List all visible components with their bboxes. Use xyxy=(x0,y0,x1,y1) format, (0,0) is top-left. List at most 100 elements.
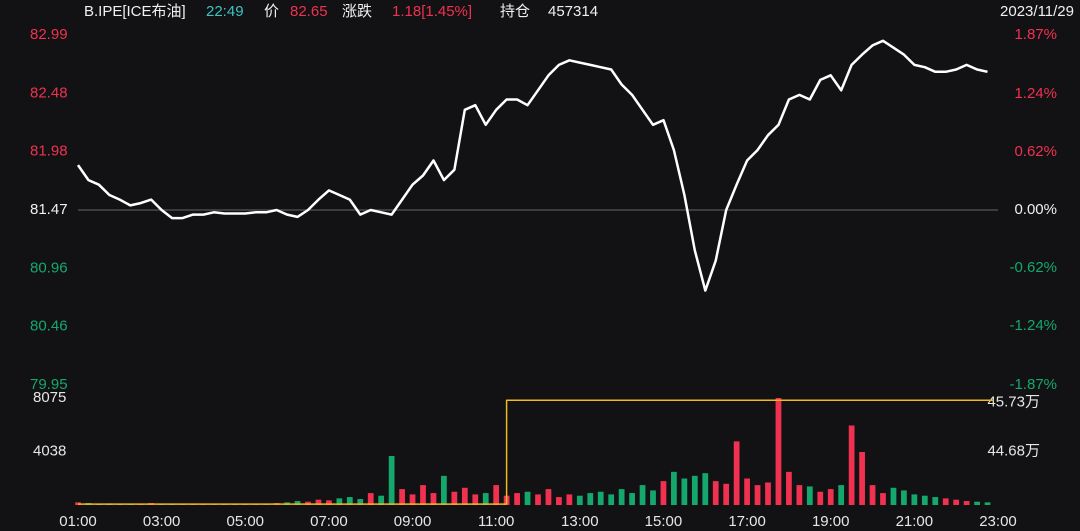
volume-bar xyxy=(629,493,635,505)
x-tick-label: 07:00 xyxy=(310,513,348,530)
price: 82.65 xyxy=(290,3,328,20)
x-tick-label: 09:00 xyxy=(394,513,432,530)
x-tick-label: 23:00 xyxy=(979,513,1017,530)
volume-bar xyxy=(294,501,301,505)
price-label: 价 xyxy=(264,3,279,20)
volume-bar xyxy=(660,481,667,505)
x-tick-label: 19:00 xyxy=(812,513,850,530)
volume-bar xyxy=(921,495,928,505)
y2-tick-label: -0.62% xyxy=(1009,259,1057,276)
x-tick-label: 13:00 xyxy=(561,513,599,530)
volume-bar xyxy=(639,485,646,505)
volume-bar xyxy=(869,485,876,505)
y2-tick-label: -1.87% xyxy=(1009,376,1057,393)
x-tick-label: 21:00 xyxy=(896,513,934,530)
oi-label: 持仓 xyxy=(500,3,530,20)
volume-bar xyxy=(305,501,311,505)
y2-tick-label: 1.87% xyxy=(1014,26,1057,43)
price-line xyxy=(76,39,988,292)
volume-bar xyxy=(974,501,980,505)
volume-bar xyxy=(796,485,803,505)
volume-bar xyxy=(326,500,332,505)
y-tick-label: 4038 xyxy=(33,442,66,459)
volume-bar xyxy=(514,493,520,505)
volume-bar xyxy=(859,451,865,505)
volume-bar xyxy=(744,478,750,505)
volume-bar xyxy=(357,499,364,505)
volume-bar xyxy=(775,398,782,505)
y-tick-label: 81.47 xyxy=(30,201,68,218)
volume-bar xyxy=(953,499,960,505)
x-tick-label: 03:00 xyxy=(143,513,181,530)
y-tick-label: 8075 xyxy=(33,389,66,406)
volume-bar xyxy=(420,485,426,505)
volume-bar xyxy=(932,497,939,505)
volume-bar xyxy=(608,494,615,505)
volume-bar xyxy=(315,499,322,505)
volume-bar xyxy=(671,471,677,505)
volume-bar xyxy=(493,485,500,505)
y-tick-label: 80.46 xyxy=(30,317,68,334)
volume-bar xyxy=(566,494,573,505)
volume-bar xyxy=(482,493,489,505)
y2-tick-label: 1.24% xyxy=(1014,85,1057,102)
volume-bar xyxy=(911,494,918,505)
volume-bar xyxy=(702,473,709,505)
volume-bar xyxy=(399,489,405,505)
y2-tick-label: 44.68万 xyxy=(987,442,1040,459)
volume-bar xyxy=(472,494,479,505)
volume-bar xyxy=(451,491,458,505)
volume-bar xyxy=(765,482,771,505)
y-tick-label: 82.48 xyxy=(30,85,68,102)
volume-bar xyxy=(597,491,604,505)
x-tick-label: 15:00 xyxy=(645,513,683,530)
volume-bar xyxy=(650,490,656,505)
volume-bar xyxy=(367,493,374,505)
x-tick-label: 05:00 xyxy=(226,513,264,530)
volume-bar xyxy=(848,425,855,505)
y2-tick-label: 45.73万 xyxy=(987,394,1040,411)
volume-bar xyxy=(880,493,886,505)
volume-bar xyxy=(963,501,970,505)
volume-bar xyxy=(409,494,416,505)
open-interest: 457314 xyxy=(548,3,598,20)
volume-bar xyxy=(806,486,813,505)
y2-tick-label: 0.00% xyxy=(1014,201,1057,218)
x-tick-label: 11:00 xyxy=(478,513,514,530)
volume-bar xyxy=(901,490,907,505)
volume-bar xyxy=(441,475,447,505)
y2-tick-label: 0.62% xyxy=(1014,143,1057,160)
change-label: 涨跌 xyxy=(342,3,372,20)
change: 1.18[1.45%] xyxy=(392,3,472,20)
volume-bar xyxy=(461,487,468,505)
y-tick-label: 81.98 xyxy=(30,142,68,159)
symbol: B.IPE[ICE布油] xyxy=(84,3,186,20)
volume-bar xyxy=(336,498,343,505)
y2-tick-label: -1.24% xyxy=(1009,317,1057,334)
date: 2023/11/29 xyxy=(1000,3,1074,20)
open-interest-line xyxy=(78,399,994,505)
volume-bar xyxy=(723,483,730,505)
volume-bar xyxy=(388,455,395,505)
volume-bar xyxy=(587,493,594,505)
time: 22:49 xyxy=(206,3,244,20)
volume-bar xyxy=(691,475,698,505)
volume-bar xyxy=(346,497,353,505)
volume-bar xyxy=(430,493,437,505)
volume-bar xyxy=(838,485,845,505)
volume-bar xyxy=(984,502,991,505)
volume-bar xyxy=(556,497,562,505)
volume-bar xyxy=(681,478,688,505)
volume-bar xyxy=(535,494,541,505)
volume-bar xyxy=(754,485,761,505)
x-tick-label: 01:00 xyxy=(59,513,97,530)
volume-bar xyxy=(524,491,531,505)
volume-bar xyxy=(827,489,834,505)
volume-bar xyxy=(378,495,385,505)
volume-bar xyxy=(618,489,625,505)
y-tick-label: 79.95 xyxy=(30,376,68,393)
volume-bar xyxy=(786,471,792,505)
volume-bar xyxy=(576,495,583,505)
volume-bar xyxy=(545,489,552,505)
